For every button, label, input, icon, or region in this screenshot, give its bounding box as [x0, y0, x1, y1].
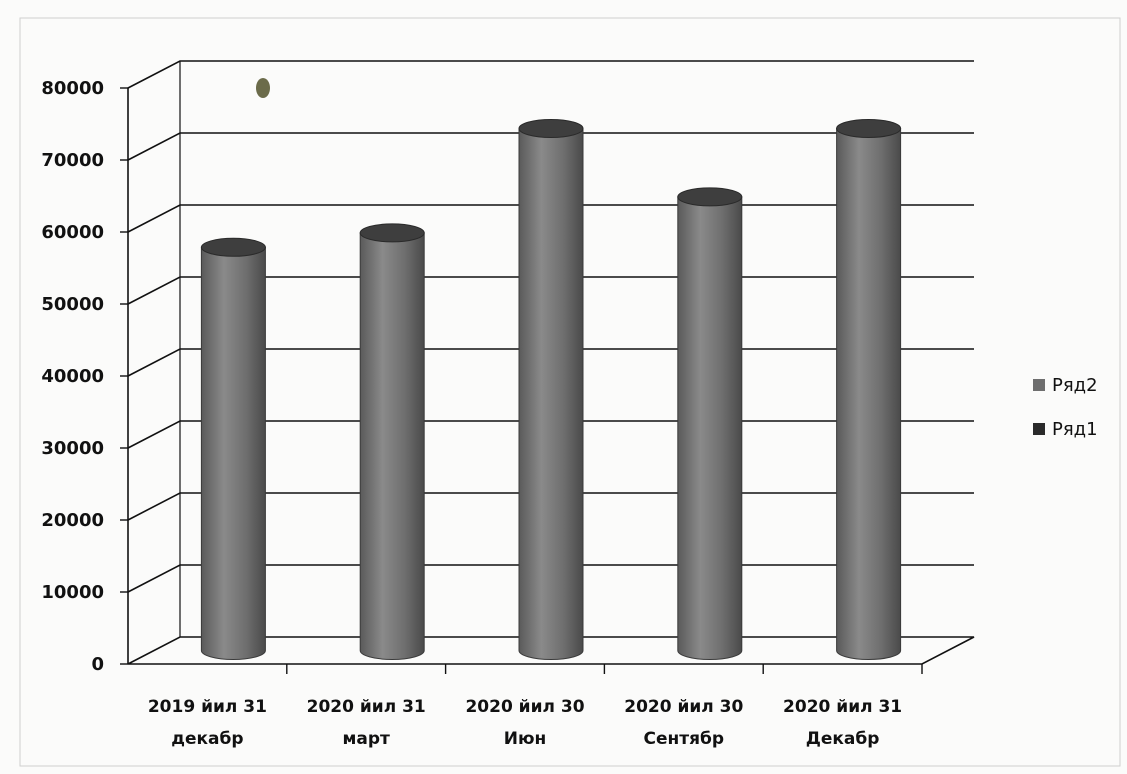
- x-tick-label: 2020 йил 30: [624, 697, 743, 717]
- y-tick-label: 70000: [41, 150, 104, 171]
- y-tick-label: 0: [91, 654, 104, 675]
- x-tick-label: 2020 йил 30: [465, 697, 584, 717]
- bar-top: [677, 187, 743, 207]
- x-tick-label: март: [343, 729, 391, 749]
- ink-spot: [256, 78, 270, 98]
- bar: [359, 232, 425, 660]
- bar: [200, 246, 266, 660]
- bar-top: [836, 119, 902, 138]
- y-tick-labels: 0 10000 20000 30000 40000 50000 60000 70000 8000…: [41, 78, 104, 675]
- y-tick-label: 20000: [41, 510, 104, 531]
- x-tick-label: Июн: [504, 729, 547, 749]
- plot-frame: [19, 17, 1121, 767]
- x-tick-label: 2020 йил 31: [307, 697, 426, 717]
- y-tick-label: 50000: [41, 294, 104, 315]
- y-tick-label: 60000: [41, 222, 104, 243]
- x-tick-label: Декабр: [806, 729, 880, 749]
- legend-swatch: [1033, 379, 1045, 391]
- y-tick-label: 30000: [41, 438, 104, 459]
- y-tick-label: 10000: [41, 582, 104, 603]
- gridline: [127, 60, 974, 89]
- x-tick-labels: 2019 йил 31 декабр 2020 йил 31 март 2020 йил…: [148, 697, 902, 749]
- legend-swatch: [1033, 423, 1045, 435]
- bars: [200, 119, 902, 660]
- y-tick-label: 80000: [41, 78, 104, 99]
- x-tick-label: декабр: [171, 729, 243, 749]
- bar-top: [518, 119, 584, 138]
- x-tick-label: 2020 йил 31: [783, 697, 902, 717]
- floor-plane: [127, 636, 975, 665]
- bar-top: [359, 223, 425, 243]
- x-tick-label: Сентябр: [644, 729, 725, 749]
- bar: [836, 128, 902, 660]
- x-tick-label: 2019 йил 31: [148, 697, 267, 717]
- bar: [677, 196, 743, 660]
- legend-label: Ряд1: [1052, 419, 1098, 440]
- bar: [518, 128, 584, 660]
- legend: Ряд2 Ряд1: [1033, 375, 1098, 440]
- y-tick-label: 40000: [41, 366, 104, 387]
- legend-label: Ряд2: [1052, 375, 1098, 396]
- bar-top: [200, 237, 266, 257]
- axes: [120, 61, 975, 674]
